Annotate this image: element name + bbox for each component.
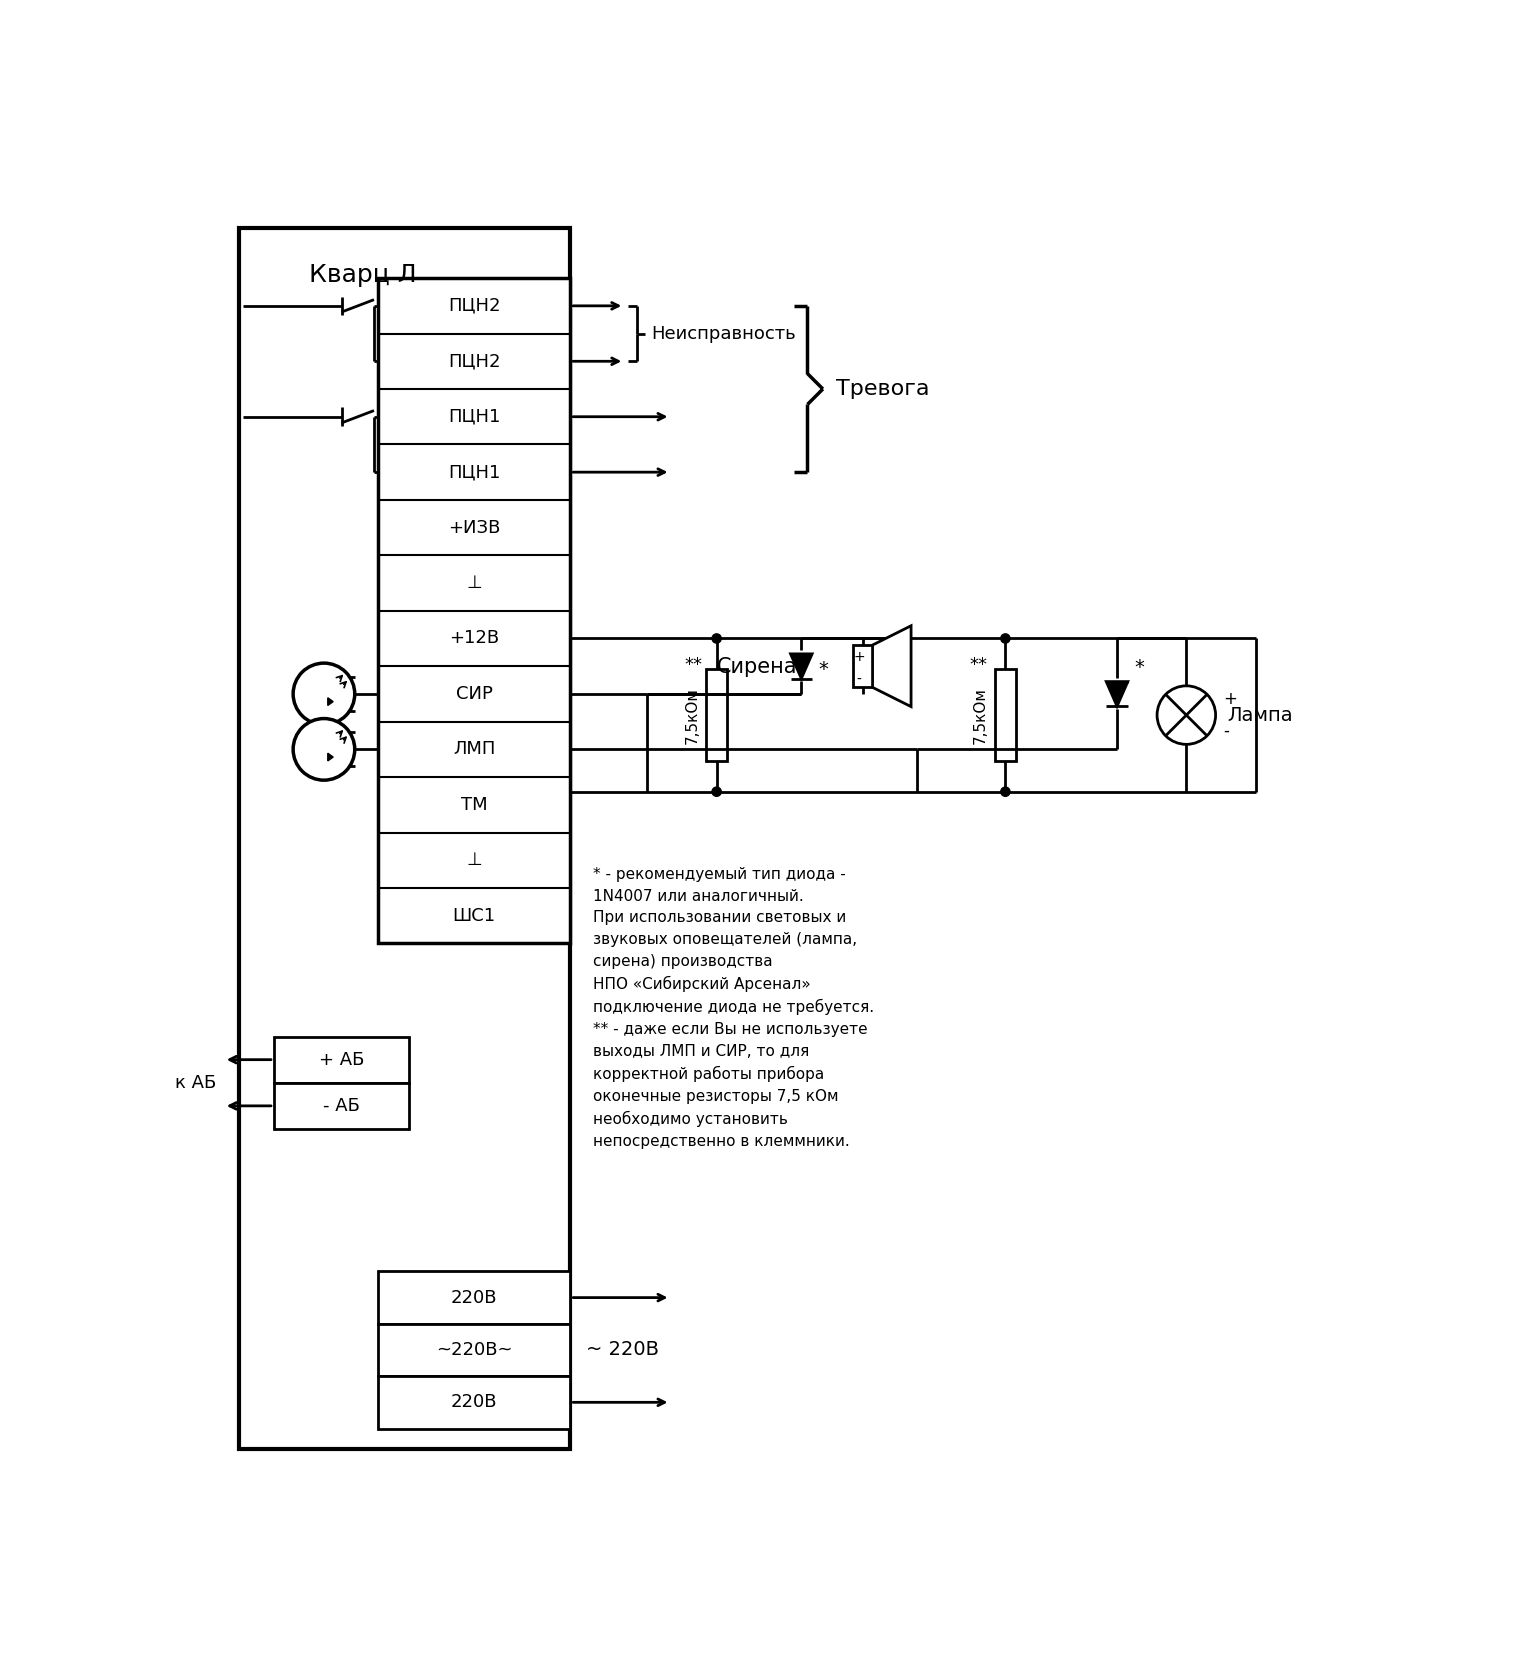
Text: -: - [1223,722,1229,741]
Polygon shape [329,697,333,706]
Text: **: ** [684,657,702,674]
Text: Тревога: Тревога [836,379,930,399]
Circle shape [1157,685,1216,744]
Bar [706,669,727,761]
Bar [378,1272,571,1324]
Text: -: - [857,674,861,687]
Bar [274,1083,409,1130]
Bar [239,228,571,1448]
Text: Кварц Л: Кварц Л [309,263,416,287]
Text: *: * [818,660,828,679]
Circle shape [1001,788,1010,796]
Text: * - рекомендуемый тип диода -
1N4007 или аналогичный.
При использовании световых: * - рекомендуемый тип диода - 1N4007 или… [593,866,875,1148]
Text: Лампа: Лампа [1228,706,1293,724]
Text: +12В: +12В [450,630,500,647]
Text: ⊥: ⊥ [466,851,481,870]
Text: ПЦН2: ПЦН2 [448,352,500,370]
Text: ПЦН1: ПЦН1 [448,407,500,426]
Circle shape [712,788,721,796]
Circle shape [294,719,354,779]
Text: Сирена: Сирена [716,657,798,677]
Bar [854,645,872,687]
Text: 220В: 220В [451,1289,497,1307]
Text: 7,5кОм: 7,5кОм [684,687,699,744]
Circle shape [712,634,721,644]
Text: *: * [1134,659,1145,677]
Text: ПЦН1: ПЦН1 [448,463,500,481]
Text: СИР: СИР [456,685,492,702]
Bar [378,1376,571,1428]
Circle shape [294,664,354,724]
Text: **: ** [969,657,987,674]
Text: +: + [854,650,864,664]
Text: ~ 220В: ~ 220В [586,1341,659,1359]
Text: 220В: 220В [451,1393,497,1411]
Polygon shape [1107,682,1128,706]
Text: 7,5кОм: 7,5кОм [974,687,989,744]
Polygon shape [329,753,333,761]
Circle shape [1001,634,1010,644]
Text: ТМ: ТМ [460,796,488,815]
Text: + АБ: + АБ [318,1051,363,1069]
Bar [378,278,571,944]
Text: ⊥: ⊥ [466,575,481,592]
Text: Неисправность: Неисправность [651,325,796,342]
Bar [378,1324,571,1376]
Bar [995,669,1016,761]
Text: ШС1: ШС1 [453,907,495,925]
Text: +ИЗВ: +ИЗВ [448,518,500,536]
Bar [274,1036,409,1083]
Text: - АБ: - АБ [322,1096,360,1115]
Polygon shape [790,654,812,679]
Text: ЛМП: ЛМП [453,741,495,758]
Polygon shape [872,625,911,707]
Text: ПЦН2: ПЦН2 [448,297,500,315]
Text: +: + [1223,691,1237,707]
Text: к АБ: к АБ [176,1074,217,1091]
Text: ~220В~: ~220В~ [436,1341,512,1359]
